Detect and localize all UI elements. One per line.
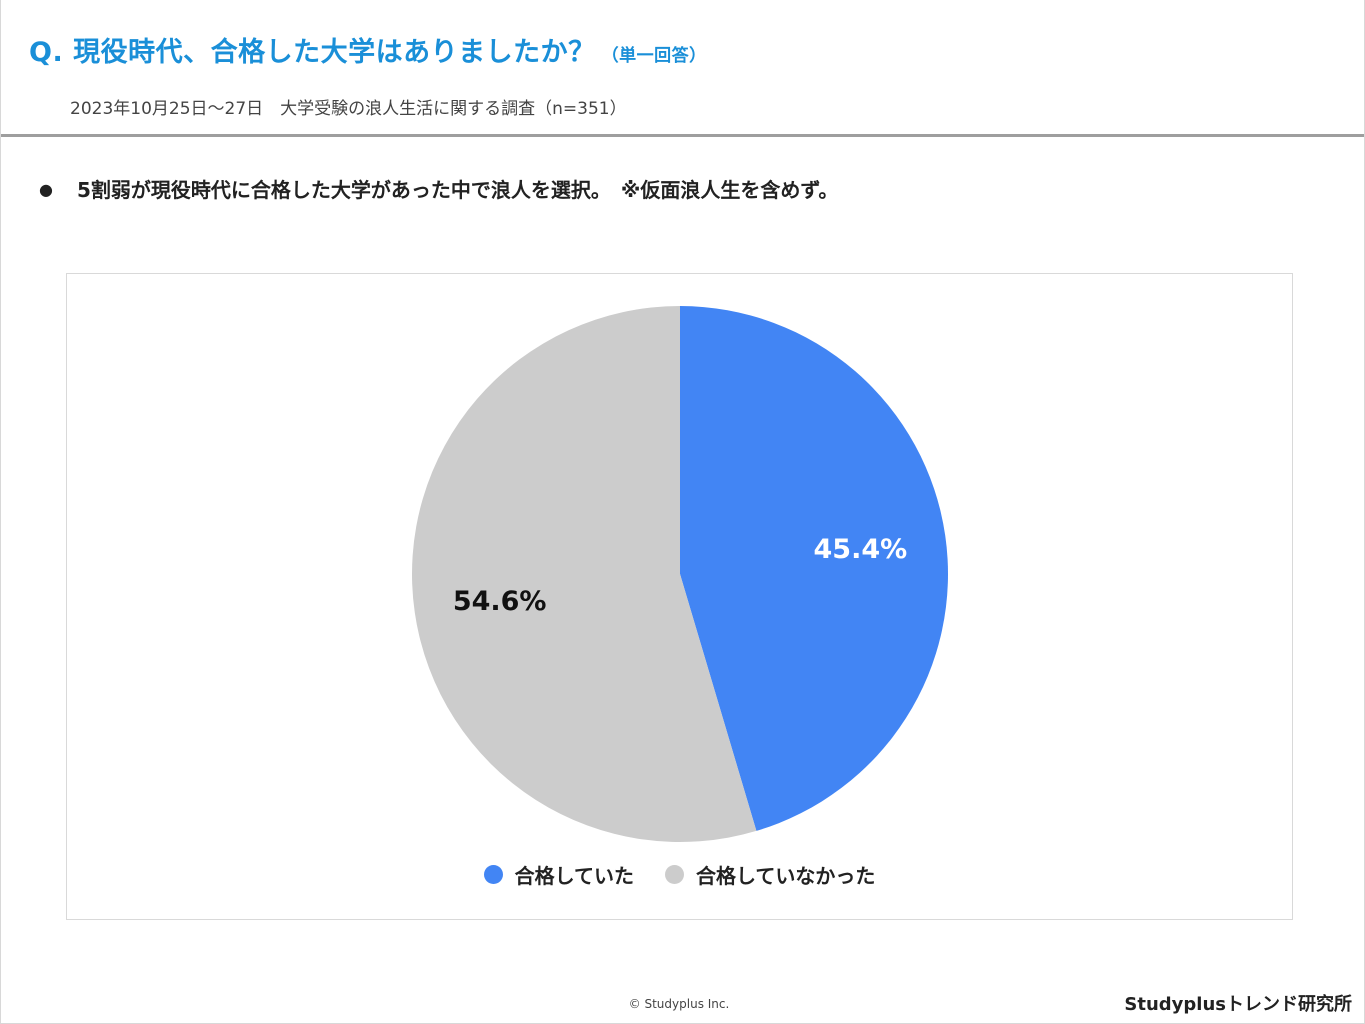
survey-subtitle: 2023年10月25日〜27日 大学受験の浪人生活に関する調査（n=351） bbox=[70, 99, 627, 119]
legend: 合格していた 合格していなかった bbox=[67, 860, 1292, 889]
legend-item-passed: 合格していた bbox=[483, 860, 635, 889]
legend-swatch-not-passed bbox=[664, 865, 684, 884]
title-note: （単一回答） bbox=[601, 46, 707, 66]
pie-slice-passed bbox=[680, 306, 948, 831]
pie-slice-not-passed bbox=[411, 305, 757, 842]
header: Q. 現役時代、合格した大学はありましたか？ （単一回答） 2023年10月25日… bbox=[1, 0, 1364, 137]
brand-logo: Studyplusトレンド研究所 bbox=[1124, 994, 1352, 1015]
summary-text: 5割弱が現役時代に合格した大学があった中で浪人を選択。 ※仮面浪人生を含めず。 bbox=[76, 178, 839, 202]
page-title: Q. 現役時代、合格した大学はありましたか？ （単一回答） bbox=[29, 30, 707, 69]
legend-swatch-passed bbox=[483, 865, 503, 884]
summary-line: ● 5割弱が現役時代に合格した大学があった中で浪人を選択。 ※仮面浪人生を含めず。 bbox=[39, 174, 838, 203]
legend-item-not-passed: 合格していなかった bbox=[664, 860, 876, 889]
copyright: © Studyplus Inc. bbox=[628, 997, 730, 1011]
pie-chart: 45.4% 54.6% bbox=[411, 305, 948, 842]
bullet-icon: ● bbox=[39, 180, 53, 199]
data-label-not-passed: 54.6% bbox=[453, 586, 547, 617]
data-label-passed: 45.4% bbox=[814, 534, 908, 565]
chart-container: 45.4% 54.6% 合格していた 合格していなかった bbox=[66, 273, 1293, 920]
title-text: Q. 現役時代、合格した大学はありましたか？ bbox=[29, 37, 596, 68]
legend-label-not-passed: 合格していなかった bbox=[695, 864, 876, 888]
legend-label-passed: 合格していた bbox=[514, 864, 635, 888]
